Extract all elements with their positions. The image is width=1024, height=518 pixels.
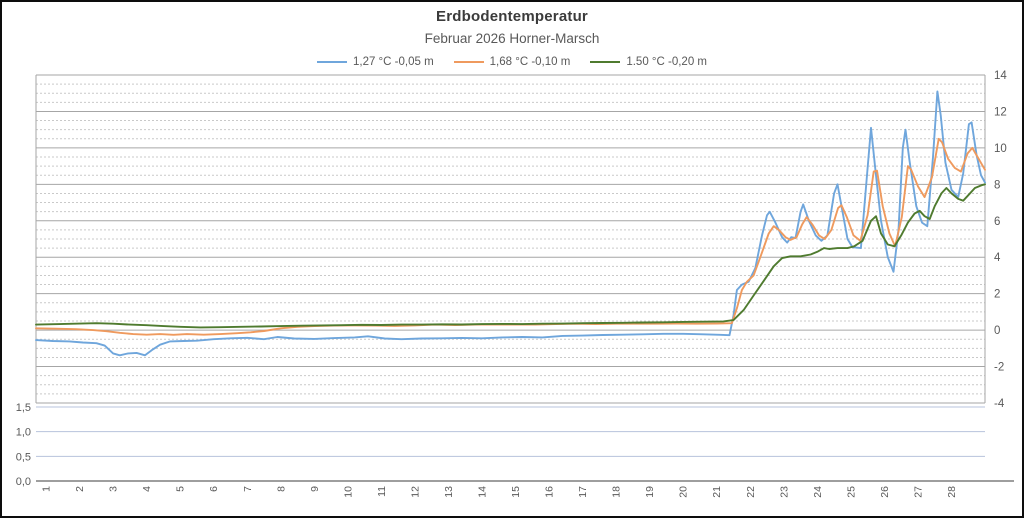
legend-label: 1.50 °C -0,20 m — [626, 56, 707, 68]
x-tick-label: 8 — [275, 486, 287, 492]
y-right-tick-label: 10 — [994, 143, 1007, 155]
y-right-tick-label: 0 — [994, 325, 1000, 337]
x-tick-label: 15 — [510, 486, 522, 498]
x-tick-label: 16 — [544, 486, 556, 498]
y-right-tick-label: 6 — [994, 216, 1000, 228]
x-tick-label: 3 — [108, 486, 120, 492]
x-tick-label: 28 — [946, 486, 958, 498]
x-tick-label: 14 — [476, 486, 488, 498]
x-tick-label: 23 — [778, 486, 790, 498]
x-tick-label: 9 — [309, 486, 321, 492]
y-right-tick-label: -4 — [994, 398, 1005, 410]
series-line-swatch-icon — [453, 61, 484, 63]
x-tick-label: 17 — [577, 486, 589, 498]
y-right-tick-label: 4 — [994, 252, 1001, 264]
x-tick-label: 10 — [342, 486, 354, 498]
legend-label: 1,68 °C -0,10 m — [489, 56, 571, 68]
chart-title: Erdbodentemperatur — [436, 8, 588, 25]
y-right-tick-label: 14 — [994, 70, 1007, 82]
x-tick-label: 19 — [644, 486, 656, 498]
x-tick-label: 13 — [443, 486, 455, 498]
x-tick-label: 6 — [208, 486, 220, 492]
series-line-2 — [35, 183, 986, 329]
x-tick-label: 27 — [912, 486, 924, 498]
legend-item-depth-020: 1.50 °C -0,20 m — [590, 56, 707, 68]
x-tick-label: 2 — [74, 486, 86, 492]
x-tick-label: 1 — [41, 486, 53, 492]
y-secondary-tick-label: 1,5 — [16, 402, 31, 414]
series-line-1 — [35, 137, 986, 336]
x-tick-label: 5 — [175, 486, 187, 492]
legend: 1,27 °C -0,05 m 1,68 °C -0,10 m 1.50 °C … — [0, 56, 1024, 68]
x-tick-label: 11 — [376, 486, 388, 497]
legend-label: 1,27 °C -0,05 m — [352, 56, 434, 68]
series-line-swatch-icon — [590, 61, 621, 63]
legend-item-depth-010: 1,68 °C -0,10 m — [453, 56, 571, 68]
x-tick-label: 18 — [611, 486, 623, 498]
y-secondary-tick-label: 1,0 — [16, 427, 31, 439]
x-tick-label: 22 — [745, 486, 757, 498]
x-tick-label: 26 — [879, 486, 891, 498]
y-right-tick-label: -2 — [994, 362, 1004, 374]
y-right-tick-label: 12 — [994, 106, 1007, 118]
series-line-swatch-icon — [316, 61, 347, 63]
x-tick-label: 7 — [242, 486, 254, 492]
y-right-tick-label: 2 — [994, 289, 1000, 301]
x-tick-label: 4 — [141, 486, 153, 492]
y-right-tick-label: 8 — [994, 179, 1000, 191]
y-secondary-tick-label: 0,5 — [16, 451, 31, 463]
chart-subtitle: Februar 2026 Horner-Marsch — [424, 31, 600, 46]
x-tick-label: 20 — [678, 486, 690, 498]
x-tick-label: 25 — [845, 486, 857, 498]
x-tick-label: 12 — [409, 486, 421, 498]
y-secondary-tick-label: 0,0 — [16, 476, 31, 488]
x-tick-label: 21 — [711, 486, 723, 498]
legend-item-depth-005: 1,27 °C -0,05 m — [316, 56, 434, 68]
x-tick-label: 24 — [812, 486, 824, 498]
series-line-0 — [35, 90, 986, 357]
